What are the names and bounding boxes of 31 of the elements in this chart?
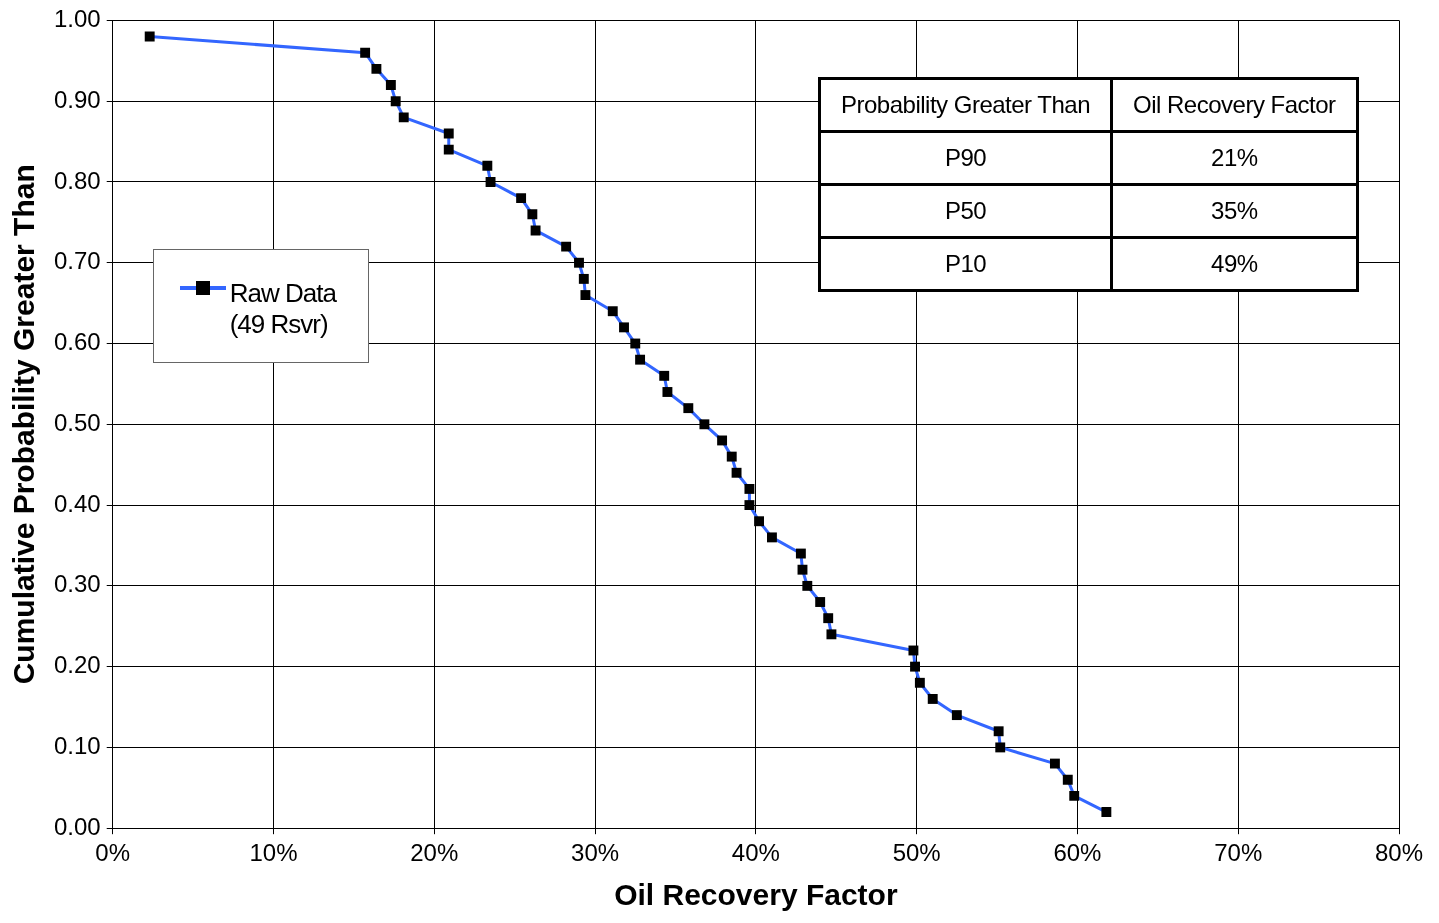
y-tick-label: 0.40 — [53, 489, 101, 517]
x-tick-label: 20% — [410, 839, 459, 867]
y-axis-title: Cumulative Probability Greater Than — [7, 164, 41, 685]
x-tick-label: 80% — [1374, 839, 1424, 867]
y-tick-label: 0.70 — [53, 247, 101, 275]
annotation: 49% — [1111, 237, 1358, 291]
y-tick-label: 1.00 — [53, 5, 101, 33]
y-tick-label: 0.60 — [53, 328, 101, 356]
y-tick-label: 0.10 — [53, 732, 101, 760]
annotation: Oil Recovery Factor — [1111, 78, 1358, 132]
y-tick-label: 0.90 — [53, 85, 101, 113]
x-tick-label: 10% — [249, 839, 298, 867]
x-axis-title: Oil Recovery Factor — [614, 878, 898, 912]
x-tick-label: 70% — [1214, 839, 1263, 867]
y-tick-label: 0.20 — [53, 651, 101, 679]
y-tick-label: 0.00 — [53, 812, 101, 840]
x-tick-label: 40% — [731, 839, 780, 867]
annotation: 21% — [1111, 131, 1358, 185]
x-tick-label: 50% — [892, 839, 941, 867]
y-tick-label: 0.30 — [53, 570, 101, 598]
annotation: P90 — [819, 131, 1112, 185]
legend-label: Raw Data (49 Rsvr) — [229, 278, 338, 340]
annotation: Probability Greater Than — [819, 78, 1112, 132]
x-tick-label: 0% — [95, 839, 131, 867]
annotation: 35% — [1111, 184, 1358, 238]
annotation: P10 — [819, 237, 1112, 291]
x-tick-label: 30% — [571, 839, 620, 867]
x-tick-label: 60% — [1053, 839, 1102, 867]
annotation: P50 — [819, 184, 1112, 238]
y-tick-label: 0.50 — [53, 408, 101, 436]
y-tick-label: 0.80 — [53, 166, 101, 194]
